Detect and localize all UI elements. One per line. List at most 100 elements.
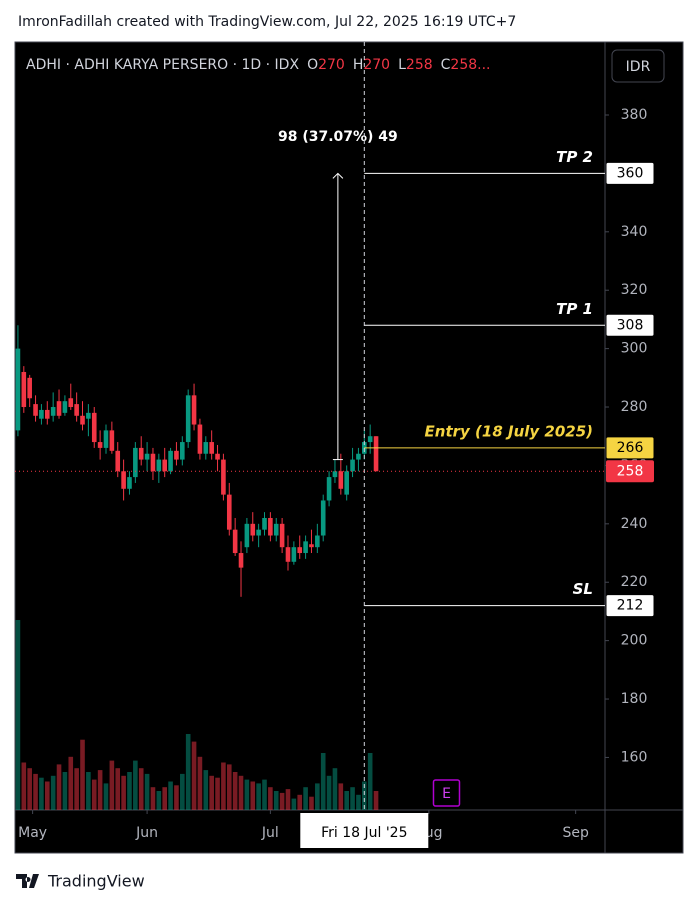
candle-body [156,459,162,472]
volume-bar [203,770,209,810]
y-tick-label: 220 [621,574,648,590]
candle-body [197,424,203,454]
candle-body [150,453,156,472]
volume-bar [273,791,279,810]
level-badge [605,161,655,185]
volume-bar [326,775,332,810]
volume-bar [180,773,185,810]
volume-bar [103,783,109,810]
candle-body [174,450,179,460]
volume-bar [279,792,285,810]
y-tick-label: 160 [621,749,648,765]
level-badge [605,436,655,460]
volume-bar [232,772,238,810]
volume-bar [215,777,220,810]
x-tick-label: May [18,825,47,841]
candle-body [356,453,361,460]
volume-bar [338,783,344,810]
candle-body [68,398,74,408]
volume-bar [238,775,244,810]
candle-body [50,407,56,416]
y-tick-label: 300 [621,341,648,357]
volume-bar [162,787,168,810]
x-tick-label: Jun [135,825,158,841]
candle-body [262,517,267,530]
volume-bar [297,794,303,810]
measure-label: 98 (37.07%) 49 [278,129,398,145]
volume-bar [244,779,250,810]
level-badge-label: 308 [617,317,644,333]
volume-bar [33,773,38,810]
candle-body [91,412,97,443]
candle-body [115,450,121,472]
candle-body [367,436,373,443]
volume-bar [144,773,150,810]
candle-body [238,553,244,568]
y-tick-label: 340 [621,224,648,240]
candle-body [303,541,308,554]
volume-bar [97,770,103,810]
volume-bar [80,739,85,810]
volume-bar [221,762,226,810]
volume-bar [74,768,79,810]
volume-bar [209,775,214,810]
ohlc-key: C [441,57,451,73]
ohlc-key: L [398,57,406,73]
event-label: E [442,786,451,802]
candle-body [138,447,144,460]
candle-body [127,477,132,489]
volume-bar [86,772,91,810]
volume-bar [350,787,355,810]
candle-body [344,471,349,495]
volume-bar [332,768,338,810]
candle-body [74,404,79,416]
volume-bar [268,787,273,810]
candle-body [27,377,32,399]
candle-body [109,430,115,451]
symbol: ADHI · ADHI KARYA PERSERO · 1D · IDX [26,57,299,73]
plot: TP 2 TP 1 Entry (18 July 2025) SL 98 (37.07%… [15,129,605,810]
y-tick-label: 200 [621,633,648,649]
y-tick-label: 240 [621,516,648,532]
candle-body [350,459,355,472]
last-price-badge [606,460,654,483]
candle-body [268,517,273,536]
candle-body [320,500,326,536]
candle-body [203,442,209,454]
volume-bar [197,756,203,810]
level-badge-label: 266 [617,440,644,456]
level-badge [605,594,655,618]
candle-body [338,471,344,489]
candle-body [332,471,338,478]
candle-body [373,436,379,472]
candle-body [180,442,185,460]
y-tick-label: 380 [621,107,648,123]
volume-bar [226,764,232,810]
candle-body [221,459,226,495]
volume-bar [138,768,144,810]
candle-body [297,547,303,554]
level-badge [605,313,655,337]
volume-bar [39,777,44,810]
volume-bar [250,781,256,810]
attribution: ImronFadillah created with TradingView.c… [18,14,516,30]
currency[interactable]: IDR [626,59,651,75]
ohlc-value: 258 [406,57,433,73]
candle-body [39,409,44,419]
candle-body [62,401,68,413]
candle-body [209,442,214,454]
volume-bar [62,772,68,810]
candle-body [80,415,85,425]
candle-body [86,412,91,419]
volume-bar [315,783,320,810]
logo: TradingView [16,872,145,891]
candle-body [309,544,314,548]
volume-bar [121,775,126,810]
y-tick-label: 320 [621,282,648,298]
logo-icon [16,874,39,888]
currency-button[interactable] [611,49,665,83]
volume-bar [109,760,115,810]
volume-bar [133,760,138,810]
volume-bar [185,734,191,810]
volume-bar [320,753,326,810]
